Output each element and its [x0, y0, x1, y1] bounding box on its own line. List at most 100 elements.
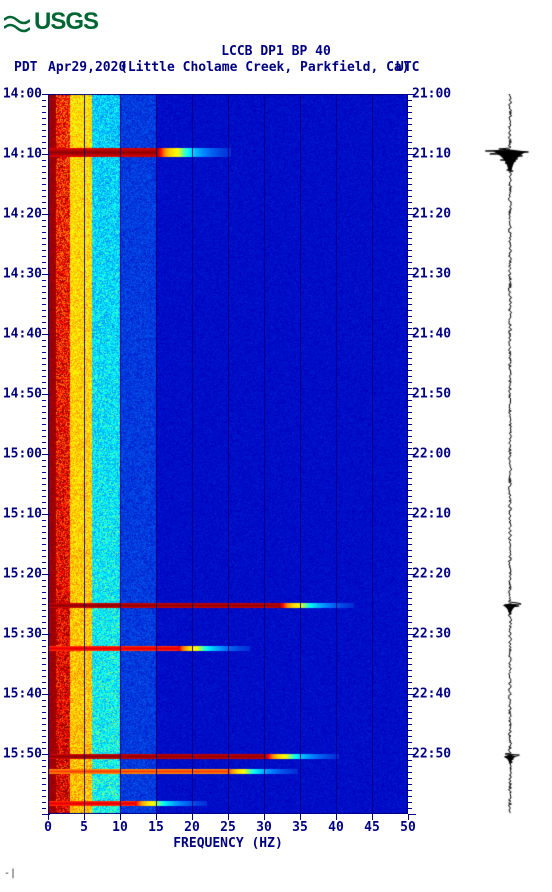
tick-right [408, 694, 416, 695]
tick-left [42, 160, 46, 161]
y-right-label: 21:10 [412, 147, 451, 162]
tick-left [42, 796, 46, 797]
tick-right [408, 106, 412, 107]
tick-right [408, 142, 412, 143]
tick-right [408, 712, 412, 713]
tick-left [42, 298, 46, 299]
tick-left [42, 442, 46, 443]
tick-left [42, 376, 46, 377]
tick-right [408, 742, 412, 743]
tick-right [408, 478, 412, 479]
y-right-label: 21:40 [412, 327, 451, 342]
tick-right [408, 412, 412, 413]
tick-right [408, 802, 412, 803]
gridline-v [192, 94, 193, 814]
tick-left [42, 268, 46, 269]
tick-left [42, 124, 46, 125]
tick-right [408, 664, 412, 665]
tick-left [42, 736, 46, 737]
tick-left [42, 130, 46, 131]
tz-right-label: UTC [396, 60, 419, 77]
y-left-label: 15:50 [3, 747, 42, 762]
tick-left [42, 118, 46, 119]
tick-right [408, 346, 412, 347]
y-left-label: 14:30 [3, 267, 42, 282]
tick-right [408, 562, 412, 563]
tick-right [408, 772, 412, 773]
x-tick-label: 35 [292, 820, 308, 835]
tick-right [408, 514, 416, 515]
tick-left [42, 760, 46, 761]
tick-right [408, 556, 412, 557]
tick-right [408, 286, 412, 287]
tick-left [42, 514, 50, 515]
tick-right [408, 244, 412, 245]
tick-left [42, 412, 46, 413]
tick-right [408, 280, 412, 281]
usgs-logo-text: USGS [34, 8, 98, 35]
tick-left [42, 730, 46, 731]
tick-left [42, 712, 46, 713]
tick-left [42, 706, 46, 707]
tick-left [42, 490, 46, 491]
tick-left [42, 334, 50, 335]
tick-right [408, 130, 412, 131]
tick-right [408, 406, 412, 407]
x-tick-label: 5 [80, 820, 88, 835]
tick-left [42, 604, 46, 605]
tick-right [408, 292, 412, 293]
tick-left [42, 454, 50, 455]
x-tick-label: 15 [148, 820, 164, 835]
tick-left [42, 460, 46, 461]
tick-left [42, 742, 46, 743]
tick-left [42, 748, 46, 749]
y-left-label: 15:10 [3, 507, 42, 522]
tick-right [408, 634, 416, 635]
tick-left [42, 754, 50, 755]
tick-left [42, 184, 46, 185]
tick-left [42, 190, 46, 191]
tick-left [42, 508, 46, 509]
tick-left [42, 400, 46, 401]
tick-left [42, 166, 46, 167]
tick-left [42, 628, 46, 629]
tick-left [42, 694, 50, 695]
tick-left [42, 466, 46, 467]
tick-right [408, 148, 412, 149]
tick-right [408, 628, 412, 629]
tick-right [408, 760, 412, 761]
tick-left [42, 148, 46, 149]
tick-left [42, 640, 46, 641]
tick-right [408, 688, 412, 689]
tick-right [408, 124, 412, 125]
tick-left [42, 808, 46, 809]
tick-right [408, 202, 412, 203]
x-tick-label: 0 [44, 820, 52, 835]
tick-right [408, 754, 416, 755]
tick-right [408, 748, 412, 749]
tick-left [42, 658, 46, 659]
tick-left [42, 568, 46, 569]
tick-right [408, 472, 412, 473]
tick-left [42, 112, 46, 113]
tick-left [42, 670, 46, 671]
tick-right [408, 382, 412, 383]
header-location: (Little Cholame Creek, Parkfield, Ca) [120, 60, 410, 77]
tick-left [42, 100, 46, 101]
tick-right [408, 256, 412, 257]
tick-left [42, 352, 46, 353]
tick-left [42, 172, 46, 173]
tick-right [408, 196, 412, 197]
x-tick-label: 45 [364, 820, 380, 835]
tz-left-label: PDT [14, 60, 37, 77]
tick-left [42, 328, 46, 329]
tick-left [42, 778, 46, 779]
tick-right [408, 340, 412, 341]
tick-right [408, 370, 412, 371]
tick-right [408, 652, 412, 653]
tick-left [42, 208, 46, 209]
tick-right [408, 358, 412, 359]
y-left-label: 15:00 [3, 447, 42, 462]
tick-right [408, 376, 412, 377]
tick-left [42, 538, 46, 539]
